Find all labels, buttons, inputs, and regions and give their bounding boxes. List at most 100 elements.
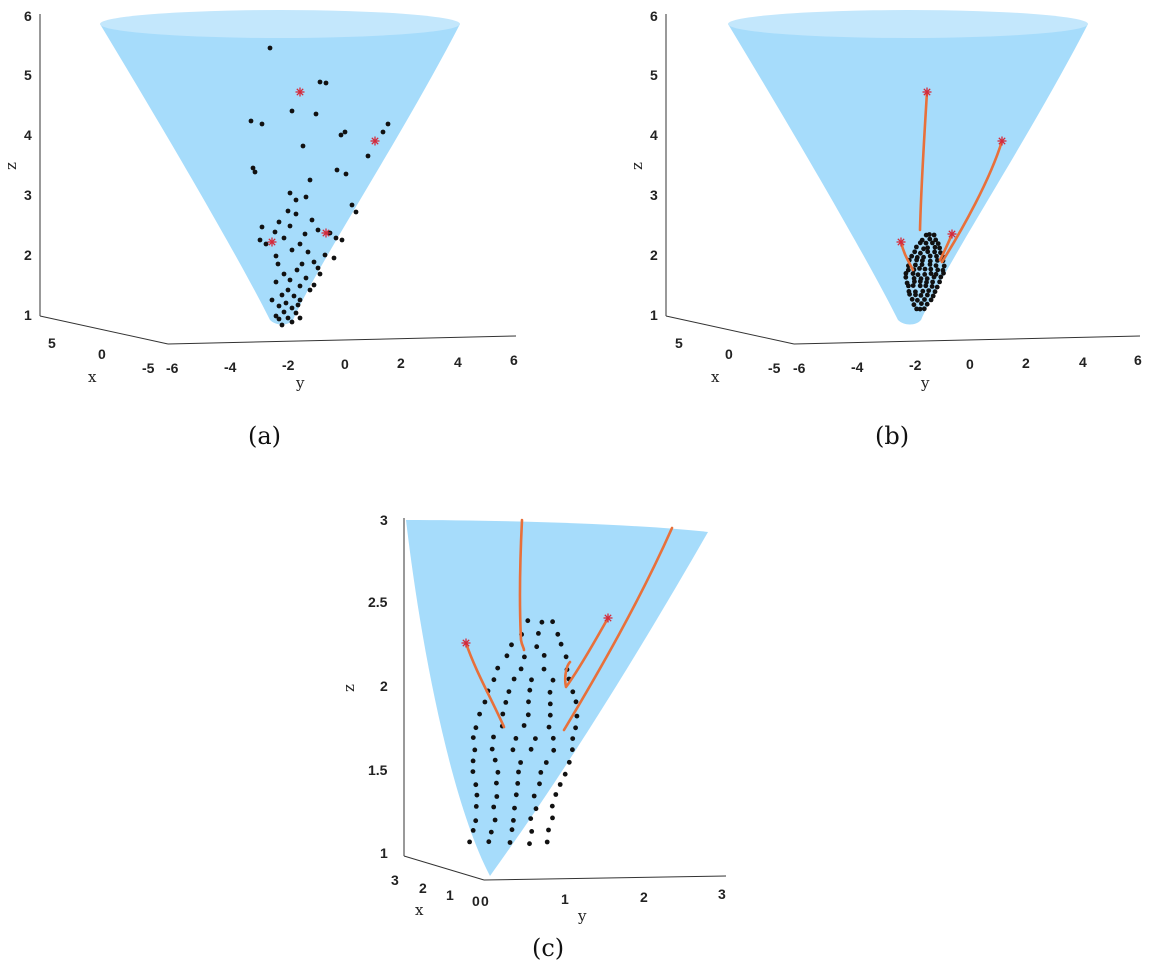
z-label-c: z	[340, 684, 358, 692]
x-tick-c-1: 1	[446, 887, 454, 903]
particle-a-24	[349, 202, 355, 208]
particle-b-35	[927, 262, 933, 267]
particle-b-75	[907, 291, 912, 297]
particle-a-30	[302, 231, 308, 237]
particle-c-30	[547, 701, 553, 707]
z-tick-a-4: 4	[24, 127, 32, 143]
particle-c-87	[529, 829, 535, 834]
particle-a-25	[353, 209, 359, 215]
particle-a-68	[279, 322, 285, 328]
particle-a-35	[281, 235, 287, 241]
particle-c-56	[518, 760, 523, 765]
particle-c-8	[558, 641, 564, 647]
particle-b-46	[910, 271, 916, 276]
particle-c-66	[515, 781, 521, 786]
particle-c-11	[541, 653, 547, 658]
particle-c-18	[511, 676, 517, 682]
particle-a-5	[248, 118, 254, 124]
particle-c-59	[470, 769, 476, 774]
particle-a-73	[311, 282, 317, 288]
trajectories-c	[464, 518, 674, 732]
particle-b-7	[923, 240, 929, 246]
particle-c-26	[570, 689, 576, 695]
particle-a-70	[295, 302, 301, 308]
x-ticks-c: 3 2 1 0	[391, 872, 480, 909]
particle-b-49	[928, 271, 934, 276]
particle-a-10	[338, 132, 344, 138]
particle-b-6	[917, 240, 923, 246]
particle-a-33	[257, 237, 263, 243]
particle-c-6	[509, 642, 514, 648]
particle-b-16	[918, 250, 923, 256]
z-ticks-b: 6 5 4 3 2 1	[650, 8, 658, 323]
particle-c-57	[543, 760, 549, 765]
z-tick-c-1: 1	[380, 845, 388, 861]
particle-c-63	[562, 771, 568, 777]
x-tick-c-3: 3	[391, 872, 399, 888]
particle-b-36	[933, 263, 939, 268]
particle-c-37	[473, 725, 479, 731]
particle-b-34	[919, 262, 925, 267]
particle-b-48	[922, 272, 928, 277]
x-axis-a	[39, 315, 169, 345]
y-tick-a-4: 4	[454, 354, 462, 370]
particle-a-23	[276, 219, 282, 225]
particle-a-13	[250, 165, 256, 171]
particle-b-79	[930, 293, 936, 299]
target-a-0	[295, 87, 305, 97]
particle-b-47	[915, 272, 921, 278]
particle-b-66	[917, 283, 923, 289]
targets-a	[267, 87, 380, 247]
trajectory-c-3	[563, 616, 610, 689]
particle-b-76	[913, 292, 918, 298]
particle-a-59	[283, 300, 289, 306]
particle-c-73	[553, 792, 559, 797]
particle-b-62	[930, 279, 935, 285]
cone-rim-a	[100, 10, 460, 38]
particle-b-33	[913, 262, 918, 268]
particle-c-44	[513, 736, 519, 741]
particle-a-31	[315, 227, 321, 233]
particle-b-68	[929, 284, 935, 289]
x-tick-b-m5: -5	[768, 360, 781, 376]
particle-a-43	[331, 255, 337, 261]
particle-b-80	[909, 296, 915, 302]
particle-c-67	[537, 781, 542, 787]
particle-b-59	[912, 279, 917, 284]
particle-b-12	[925, 245, 930, 251]
x-axis-b	[665, 315, 795, 345]
particle-c-62	[538, 770, 544, 775]
particle-a-62	[281, 309, 287, 315]
y-tick-c-0: 0	[481, 893, 489, 909]
particle-c-49	[489, 746, 495, 752]
x-label-c: x	[415, 901, 424, 919]
particle-c-54	[470, 758, 476, 764]
particle-b-17	[925, 249, 931, 255]
x-tick-a-m5: -5	[142, 360, 155, 376]
particle-b-63	[937, 279, 942, 285]
targets-c	[461, 613, 613, 648]
x-tick-a-0: 0	[98, 346, 106, 362]
particle-b-67	[923, 283, 929, 289]
particle-c-77	[533, 806, 539, 812]
particle-a-40	[305, 249, 311, 255]
y-tick-b-4: 4	[1079, 354, 1087, 370]
y-tick-a-6: 6	[510, 352, 518, 368]
particle-c-53	[570, 747, 575, 753]
trajectory-c-1	[464, 641, 506, 729]
particle-b-55	[924, 276, 930, 282]
z-tick-b-5: 5	[650, 67, 658, 83]
particle-a-18	[287, 190, 293, 196]
trajectory-c-2	[518, 518, 526, 652]
particle-a-57	[291, 293, 297, 299]
particle-a-66	[289, 319, 295, 325]
cone-surface-c	[406, 520, 708, 876]
particle-b-38	[905, 267, 911, 273]
particle-b-57	[938, 274, 944, 280]
particle-c-90	[486, 839, 492, 845]
caption-b: (b)	[875, 422, 909, 450]
particle-a-6	[259, 121, 265, 127]
x-tick-b-5: 5	[675, 335, 683, 351]
particle-c-2	[550, 619, 555, 625]
particle-b-4	[927, 236, 933, 242]
